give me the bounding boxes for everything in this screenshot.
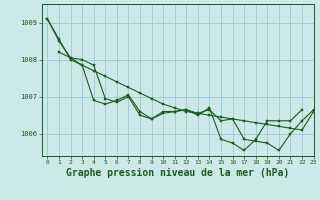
X-axis label: Graphe pression niveau de la mer (hPa): Graphe pression niveau de la mer (hPa): [66, 168, 289, 178]
